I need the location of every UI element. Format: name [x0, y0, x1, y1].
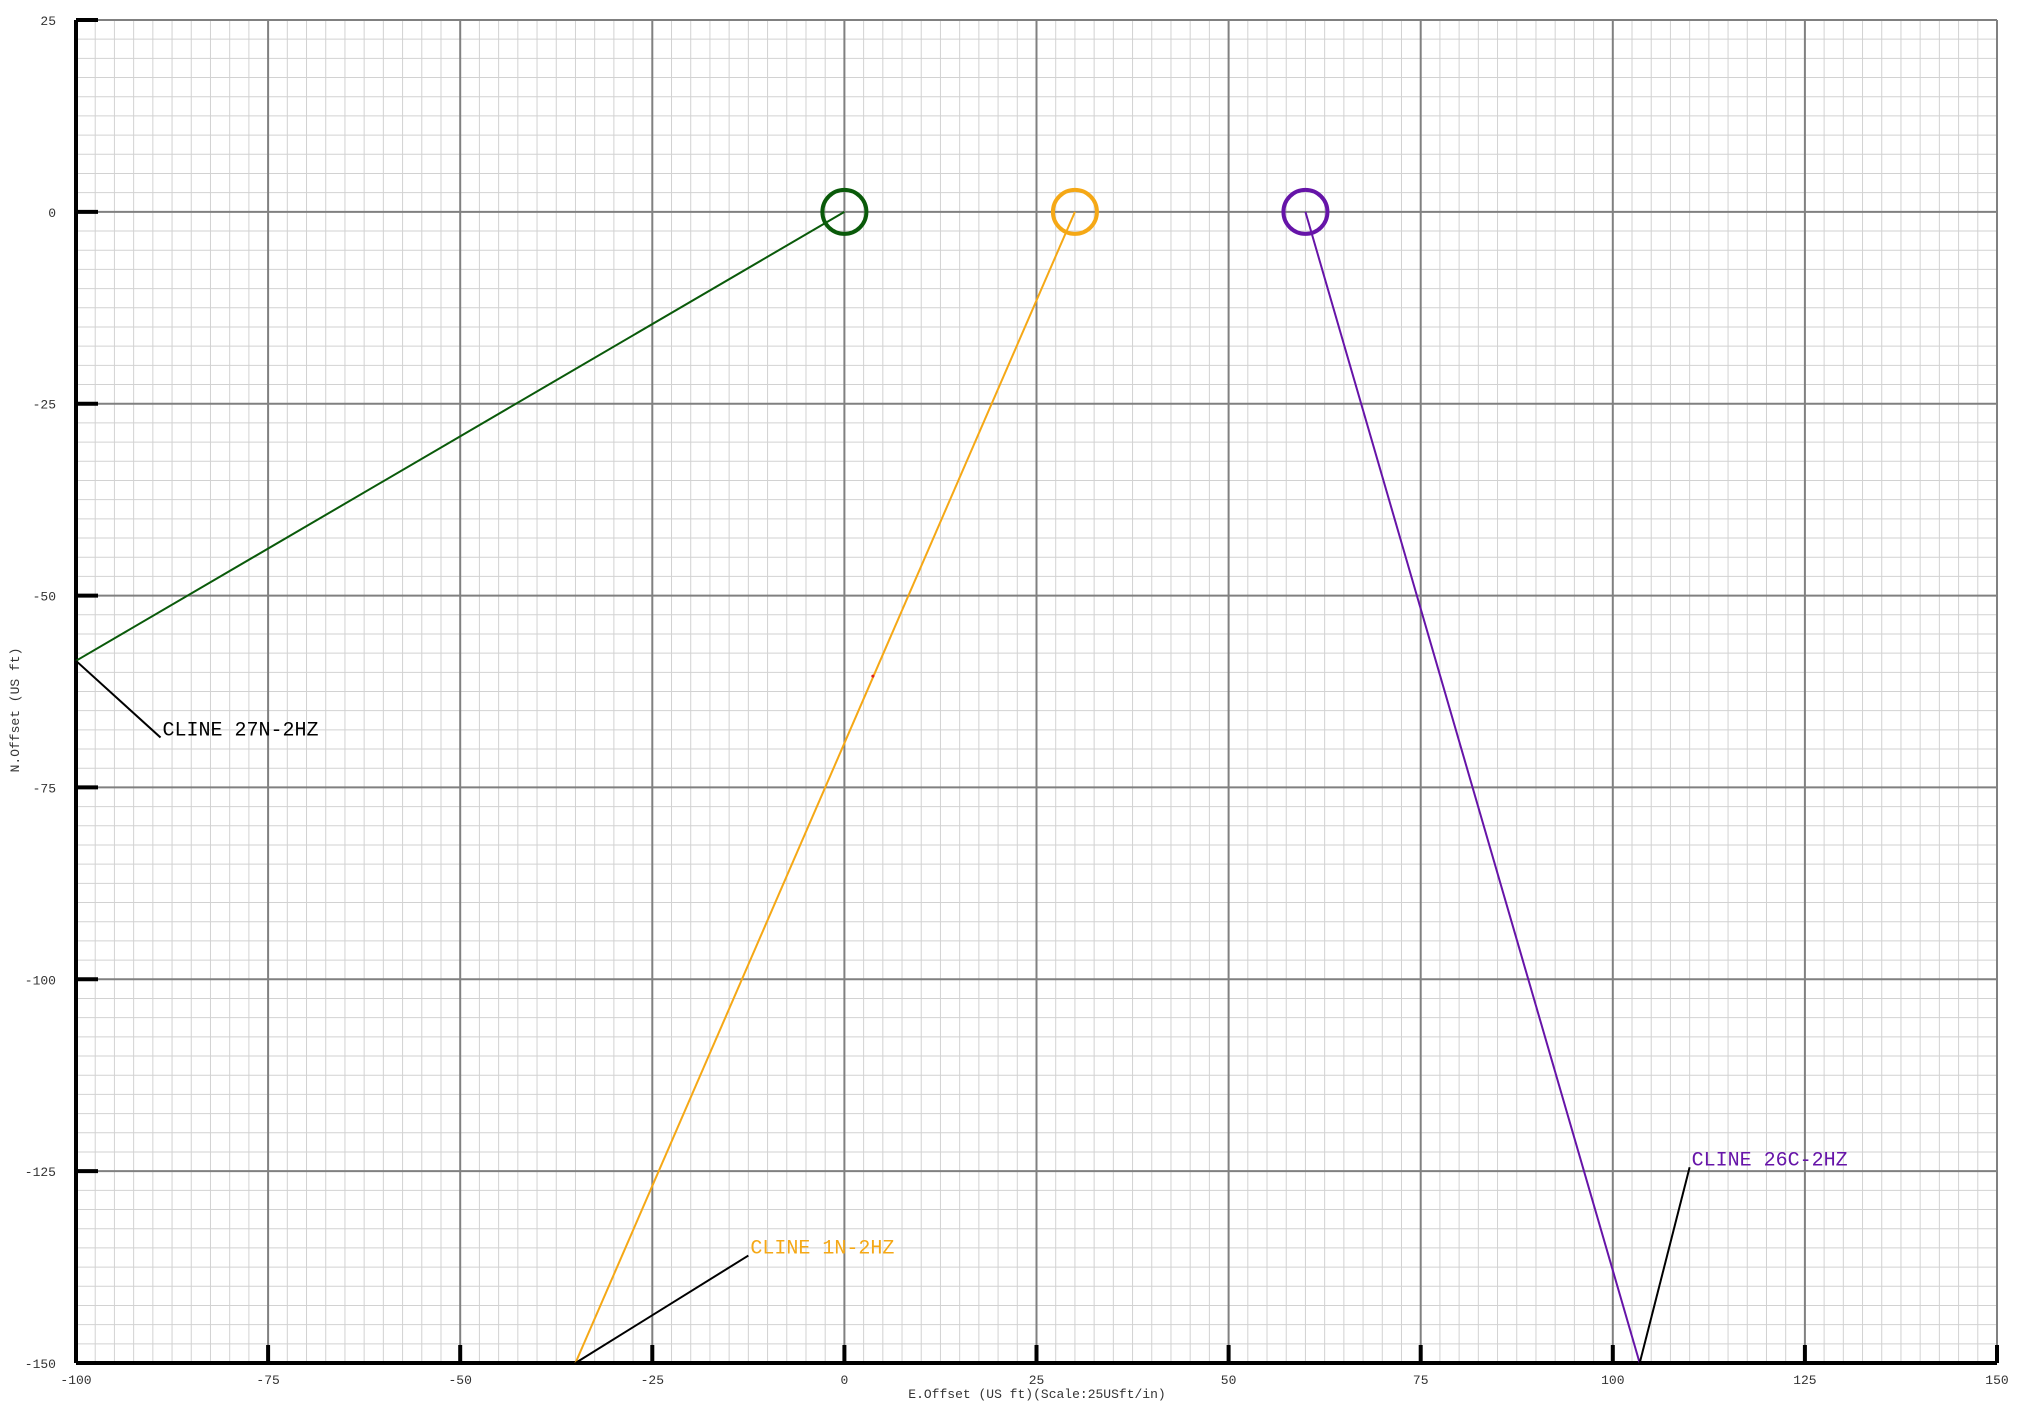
axes: [74, 18, 1999, 1365]
x-tick-label: 100: [1601, 1373, 1624, 1388]
label-leader-line: [1638, 1167, 1691, 1364]
y-tick-label: 0: [48, 206, 56, 221]
series-line: [1304, 211, 1641, 1364]
y-tick-label: -100: [25, 973, 56, 988]
surface-location-marker: [1281, 187, 1330, 236]
x-tick-label: -50: [448, 1373, 471, 1388]
tick-labels: -100 -75 -50 -25 0 25 50 75 100 125 150 25 0 -25 -50 -7…: [25, 14, 2009, 1388]
y-axis-title: N.Offset (US ft): [8, 648, 23, 773]
series-1: CLINE 27N-2HZ: [75, 187, 869, 743]
x-tick-label: -25: [641, 1373, 664, 1388]
series-line: [574, 211, 1076, 1364]
label-leader-line: [75, 660, 162, 739]
y-tick-label: -25: [33, 398, 56, 413]
y-tick-label: 25: [40, 14, 56, 29]
x-tick-label: -100: [60, 1373, 91, 1388]
series-3: CLINE 26C-2HZ: [1281, 187, 1848, 1364]
series-label: CLINE 26C-2HZ: [1692, 1149, 1848, 1172]
series-2: CLINE 1N-2HZ: [574, 187, 1099, 1364]
surface-location-marker: [820, 187, 869, 236]
x-tick-label: 150: [1985, 1373, 2008, 1388]
series-label: CLINE 1N-2HZ: [750, 1238, 894, 1261]
series-layer: CLINE 27N-2HZ CLINE 1N-2HZ CLINE 26C-2HZ: [75, 187, 1848, 1364]
x-tick-label: -75: [256, 1373, 279, 1388]
x-axis-title: E.Offset (US ft)(Scale:25USft/in): [908, 1387, 1165, 1402]
red-point-marker: [871, 674, 875, 678]
x-tick-label: 125: [1793, 1373, 1816, 1388]
major-grid: [75, 19, 1998, 1364]
x-tick-label: 0: [840, 1373, 848, 1388]
series-line: [75, 210, 845, 662]
series-label: CLINE 27N-2HZ: [163, 720, 319, 743]
y-tick-label: -125: [25, 1165, 56, 1180]
x-tick-label: 50: [1221, 1373, 1237, 1388]
y-tick-label: -50: [33, 590, 56, 605]
x-tick-label: 75: [1413, 1373, 1429, 1388]
label-leader-line: [574, 1254, 749, 1364]
surface-location-marker: [1050, 187, 1099, 236]
y-tick-label: -75: [33, 781, 56, 796]
y-tick-label: -150: [25, 1357, 56, 1372]
x-tick-label: 25: [1029, 1373, 1045, 1388]
